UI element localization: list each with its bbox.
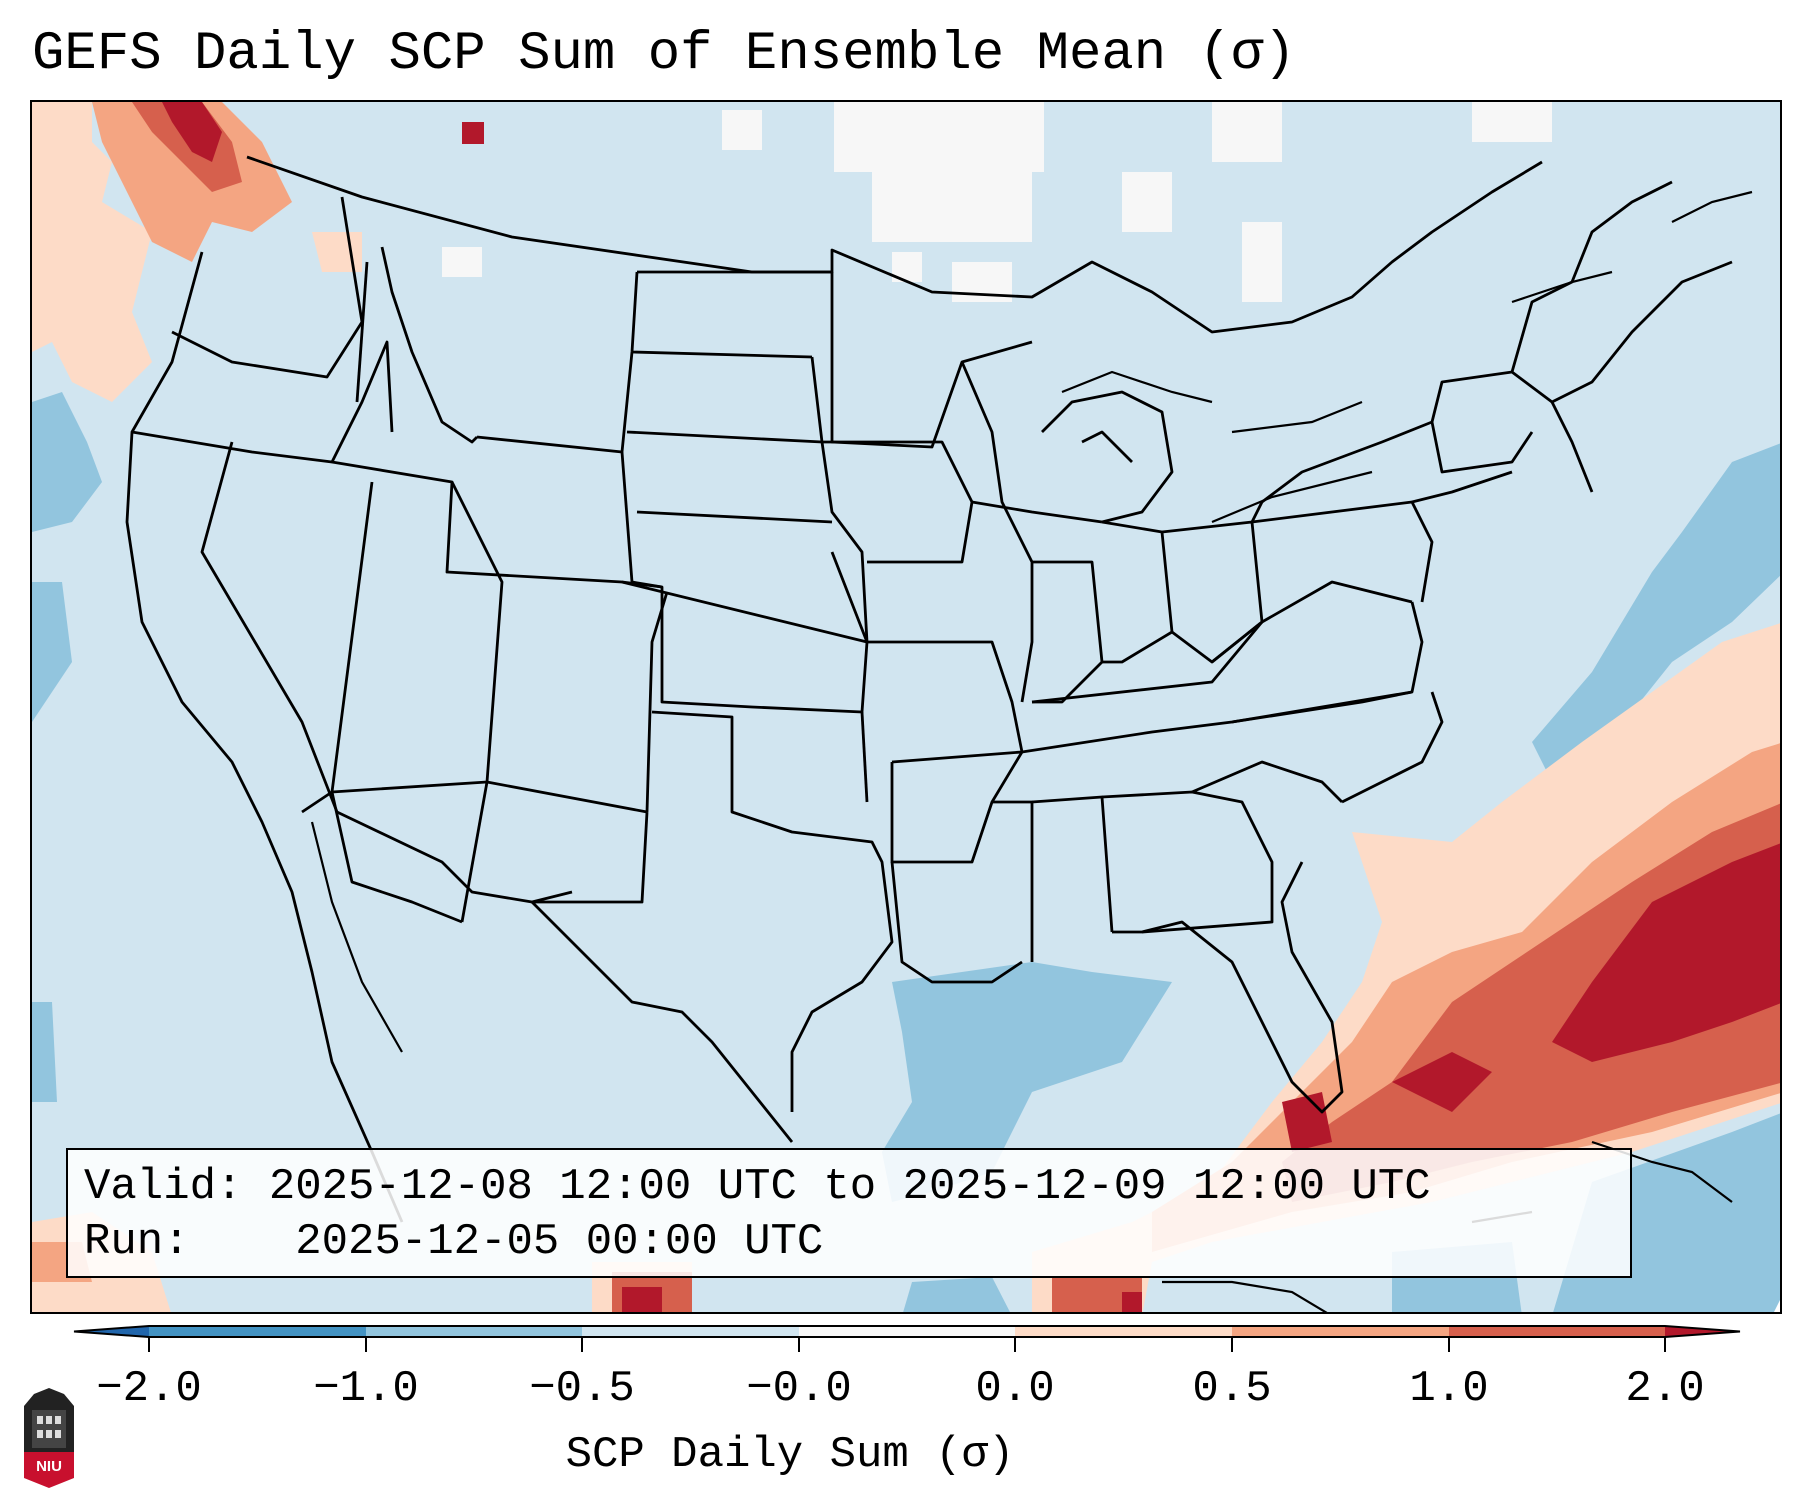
colorbar-extend-high [1665, 1326, 1740, 1337]
colorbar-segment [1449, 1326, 1665, 1337]
colorbar-tick-label: 0.0 [975, 1364, 1055, 1414]
colorbar-extend-low [74, 1326, 149, 1337]
chart-title: GEFS Daily SCP Sum of Ensemble Mean (σ) [32, 24, 1296, 85]
colorbar-tick-label: 2.0 [1625, 1364, 1705, 1414]
niu-logo-icon [24, 1388, 74, 1488]
state-boundaries [125, 155, 1733, 1223]
valid-run-info-box: Valid: 2025-12-08 12:00 UTC to 2025-12-0… [66, 1148, 1632, 1278]
colorbar-segment [582, 1326, 799, 1337]
colorbar-label: SCP Daily Sum (σ) [565, 1430, 1015, 1480]
colorbar-segment [1232, 1326, 1449, 1337]
run-time: 2025-12-05 00:00 UTC [295, 1217, 824, 1267]
logo-text: NIU [36, 1458, 62, 1475]
colorbar-segment [1015, 1326, 1232, 1337]
colorbar [73, 1325, 1741, 1352]
colorbar-tick-label: 1.0 [1409, 1364, 1489, 1414]
colorbar-segment [149, 1326, 366, 1337]
near-zero-field [442, 102, 1552, 302]
run-label: Run: [84, 1217, 190, 1267]
colorbar-segment [366, 1326, 582, 1337]
valid-time-range: 2025-12-08 12:00 UTC to 2025-12-09 12:00… [268, 1162, 1431, 1212]
colorbar-tick-label: −0.0 [746, 1364, 852, 1414]
valid-label: Valid: [84, 1162, 243, 1212]
map-canvas [32, 102, 1780, 1312]
niu-logo: NIU [20, 1388, 78, 1488]
colorbar-tick-label: −0.5 [529, 1364, 635, 1414]
domain-edge-right [1774, 1300, 1780, 1312]
colorbar-tick-label: 0.5 [1192, 1364, 1272, 1414]
colorbar-segment [799, 1326, 1015, 1337]
colorbar-tick-label: −1.0 [313, 1364, 419, 1414]
colorbar-tick-label: −2.0 [96, 1364, 202, 1414]
map-panel [30, 100, 1782, 1314]
